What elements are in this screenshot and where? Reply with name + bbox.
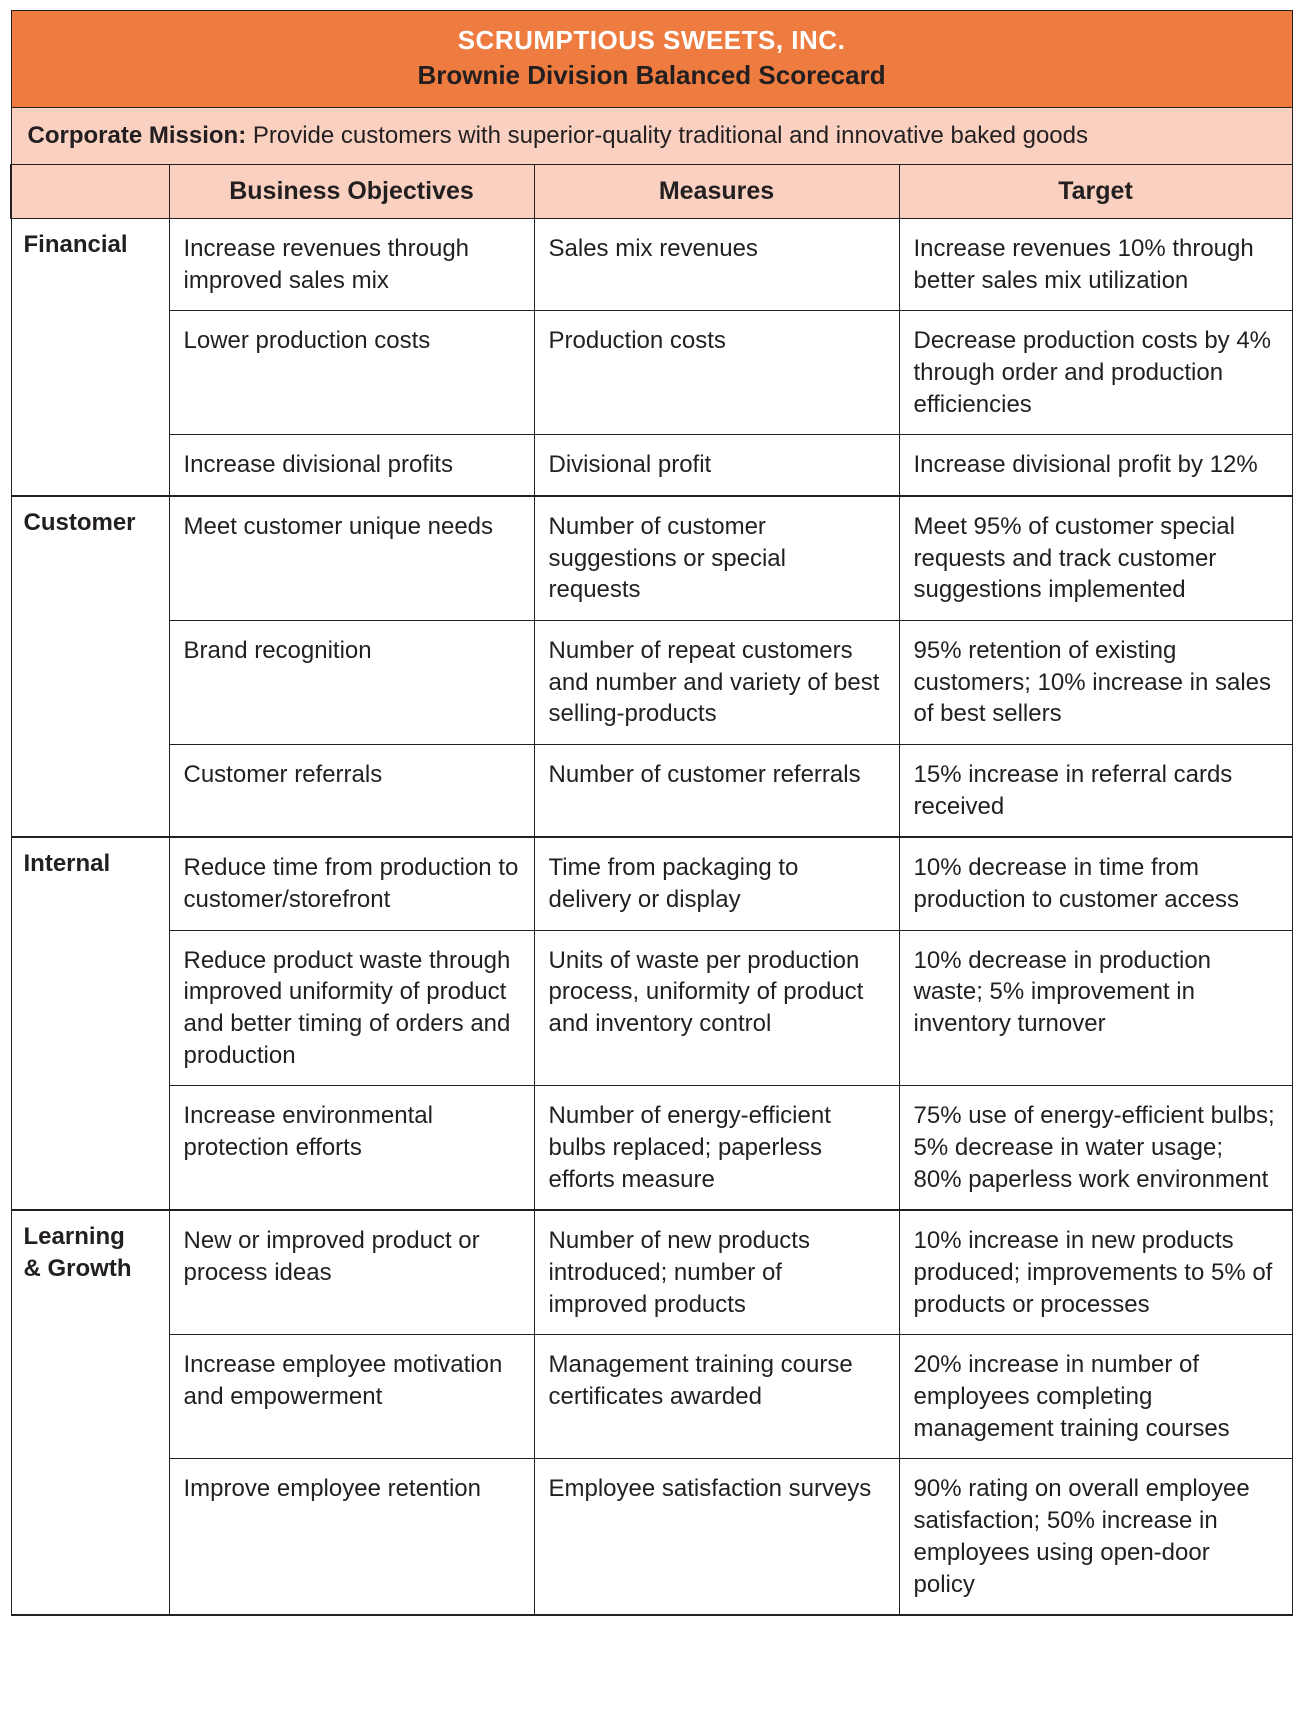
objective-cell: Reduce time from production to customer/… <box>169 837 534 930</box>
measure-cell: Management training course certificates … <box>534 1335 899 1459</box>
scorecard-table: SCRUMPTIOUS SWEETS, INC. Brownie Division… <box>10 10 1293 1616</box>
measure-cell: Number of new products introduced; numbe… <box>534 1210 899 1335</box>
objective-cell: Increase revenues through improved sales… <box>169 219 534 311</box>
objective-cell: Customer referrals <box>169 745 534 838</box>
measure-cell: Number of customer suggestions or specia… <box>534 496 899 621</box>
perspective-label: Internal <box>11 837 169 1210</box>
scorecard-page: SCRUMPTIOUS SWEETS, INC. Brownie Division… <box>0 0 1301 1626</box>
target-cell: 15% increase in referral cards received <box>899 745 1292 838</box>
perspective-label: Financial <box>11 219 169 497</box>
objective-cell: Increase divisional profits <box>169 435 534 496</box>
measure-cell: Time from packaging to delivery or displ… <box>534 837 899 930</box>
mission-cell: Corporate Mission: Provide customers wit… <box>11 108 1292 165</box>
col-header-perspective <box>11 165 169 219</box>
target-cell: Decrease production costs by 4% through … <box>899 311 1292 435</box>
measure-cell: Units of waste per production process, u… <box>534 930 899 1086</box>
objective-cell: Increase environmental protection effort… <box>169 1086 534 1211</box>
target-cell: Meet 95% of customer special requests an… <box>899 496 1292 621</box>
objective-cell: Brand recognition <box>169 621 534 745</box>
objective-cell: Meet customer unique needs <box>169 496 534 621</box>
col-header-objectives: Business Objectives <box>169 165 534 219</box>
objective-cell: Increase employee motivation and empower… <box>169 1335 534 1459</box>
mission-label: Corporate Mission: <box>28 122 247 149</box>
objective-cell: Improve employee retention <box>169 1459 534 1615</box>
perspective-label: Learning& Growth <box>11 1210 169 1615</box>
scorecard-subtitle: Brownie Division Balanced Scorecard <box>22 60 1282 91</box>
objective-cell: Reduce product waste through improved un… <box>169 930 534 1086</box>
target-cell: Increase revenues 10% through better sal… <box>899 219 1292 311</box>
target-cell: 75% use of energy-efficient bulbs; 5% de… <box>899 1086 1292 1211</box>
measure-cell: Number of energy-efficient bulbs replace… <box>534 1086 899 1211</box>
target-cell: 20% increase in number of employees comp… <box>899 1335 1292 1459</box>
col-header-measures: Measures <box>534 165 899 219</box>
target-cell: 95% retention of existing customers; 10%… <box>899 621 1292 745</box>
measure-cell: Divisional profit <box>534 435 899 496</box>
target-cell: 10% increase in new products produced; i… <box>899 1210 1292 1335</box>
objective-cell: Lower production costs <box>169 311 534 435</box>
target-cell: 90% rating on overall employee satisfact… <box>899 1459 1292 1615</box>
measure-cell: Production costs <box>534 311 899 435</box>
target-cell: 10% decrease in time from production to … <box>899 837 1292 930</box>
measure-cell: Number of customer referrals <box>534 745 899 838</box>
company-name: SCRUMPTIOUS SWEETS, INC. <box>22 25 1282 56</box>
perspective-label: Customer <box>11 496 169 837</box>
measure-cell: Employee satisfaction surveys <box>534 1459 899 1615</box>
target-cell: 10% decrease in production waste; 5% imp… <box>899 930 1292 1086</box>
title-cell: SCRUMPTIOUS SWEETS, INC. Brownie Division… <box>11 11 1292 108</box>
mission-text: Provide customers with superior-quality … <box>246 122 1088 149</box>
target-cell: Increase divisional profit by 12% <box>899 435 1292 496</box>
measure-cell: Number of repeat customers and number an… <box>534 621 899 745</box>
measure-cell: Sales mix revenues <box>534 219 899 311</box>
col-header-target: Target <box>899 165 1292 219</box>
objective-cell: New or improved product or process ideas <box>169 1210 534 1335</box>
